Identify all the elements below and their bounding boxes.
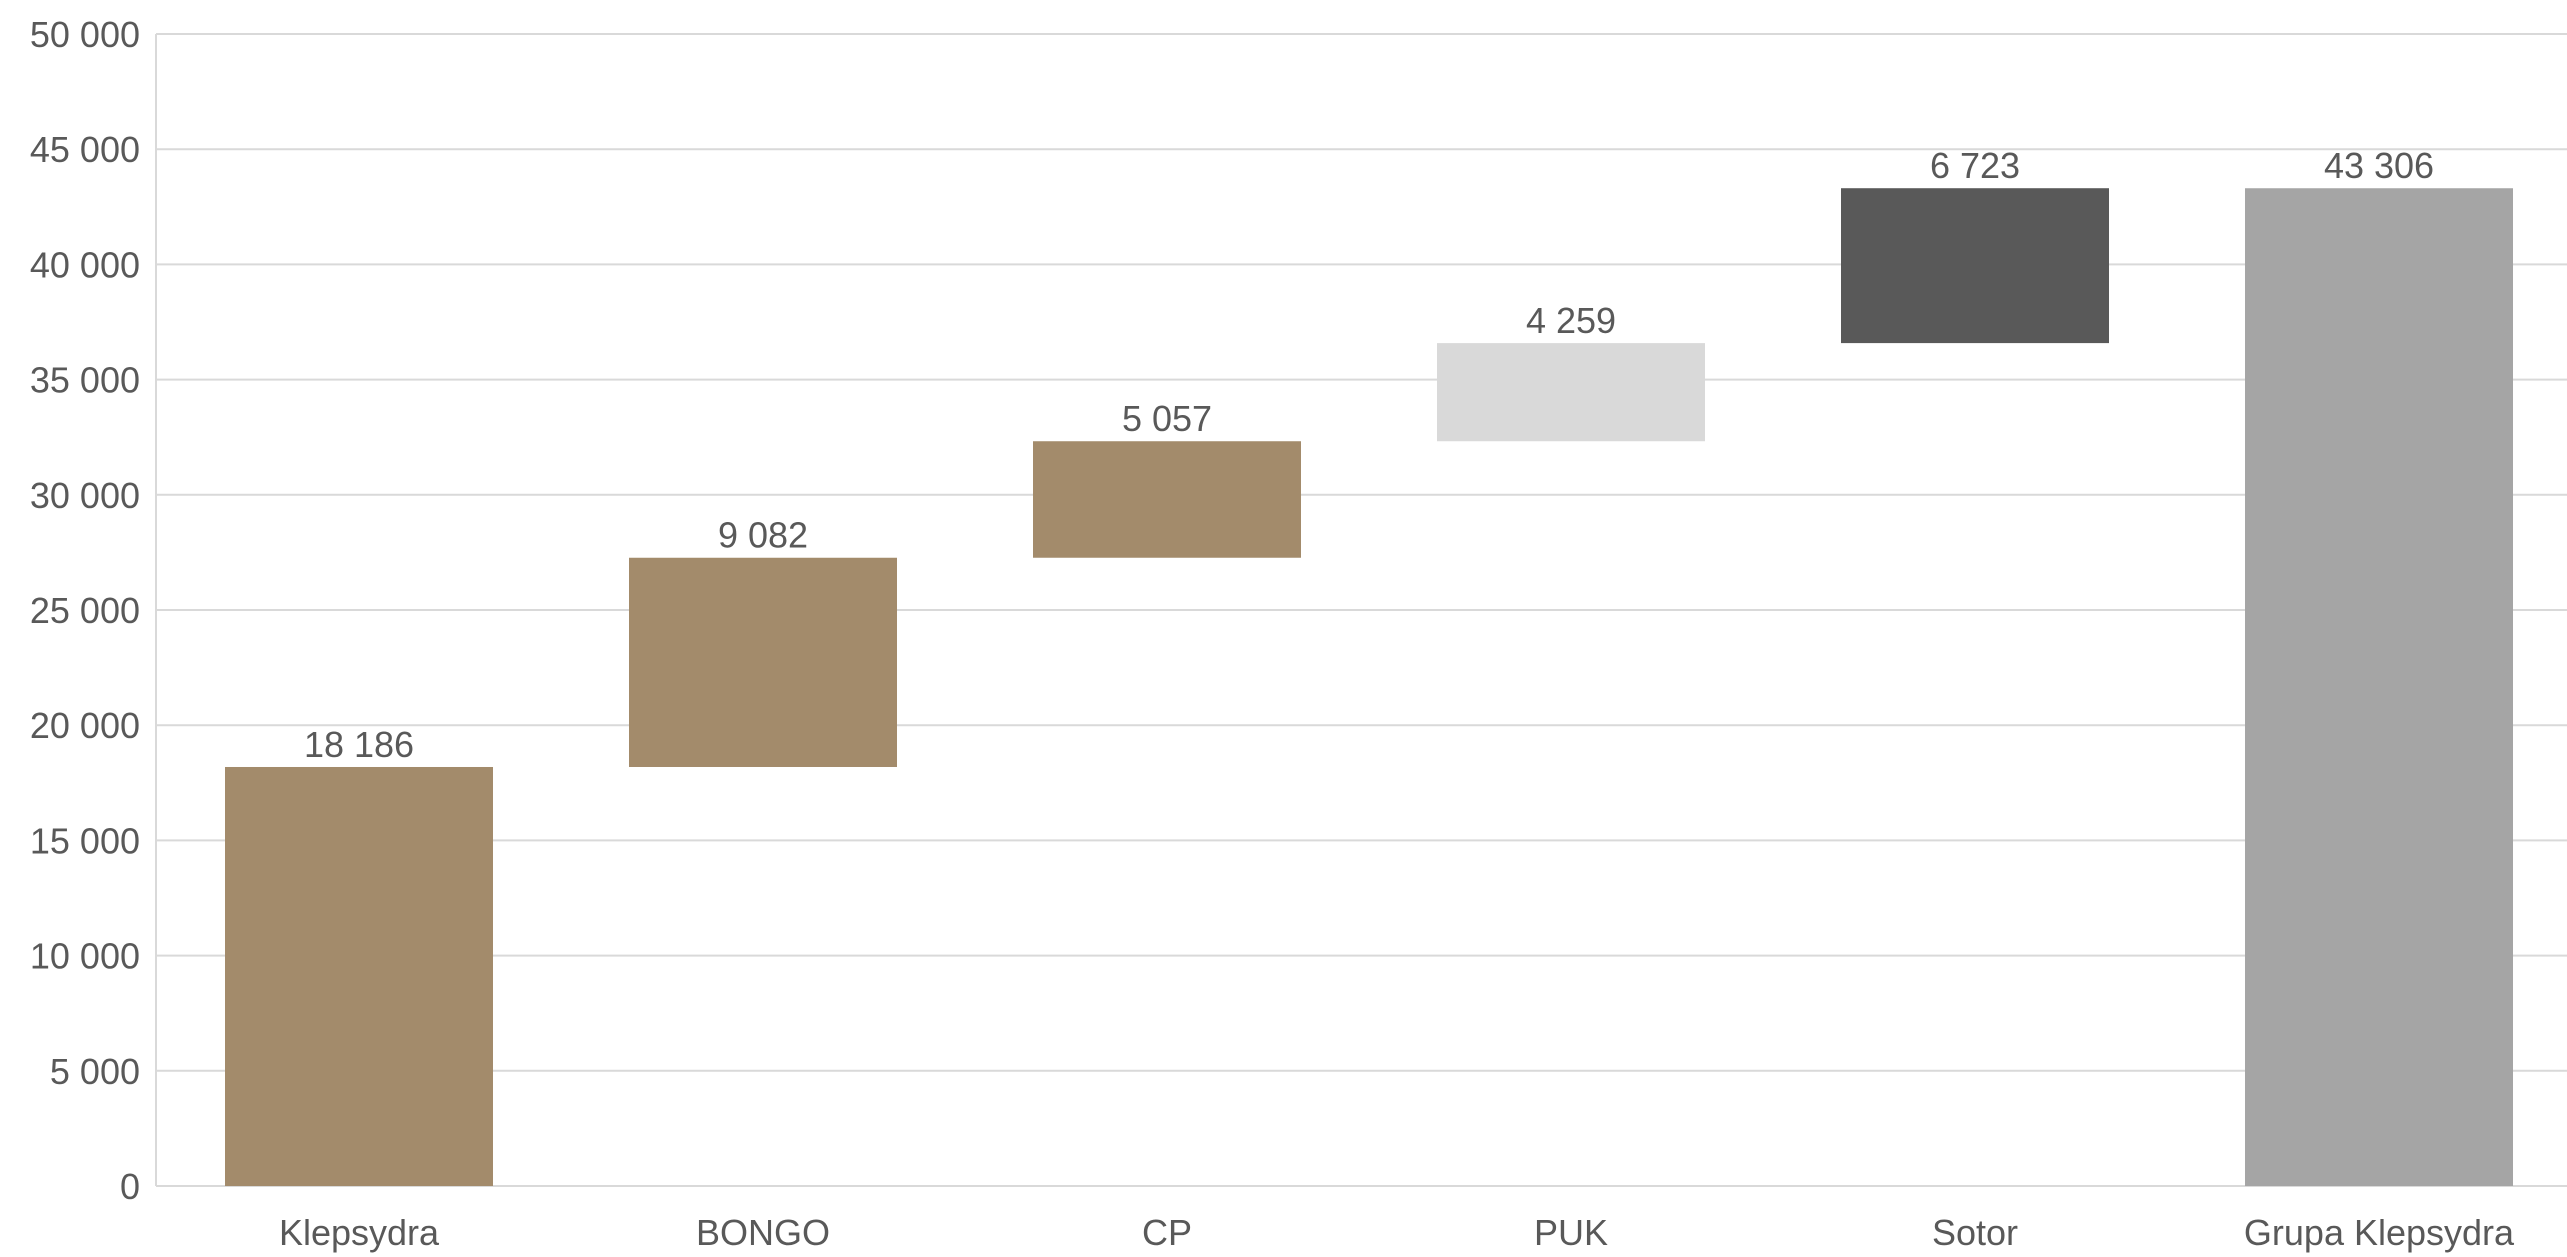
bar-sotor bbox=[1841, 188, 2109, 344]
data-label: 5 057 bbox=[1122, 398, 1212, 439]
x-category-label: PUK bbox=[1534, 1212, 1608, 1253]
x-category-label: CP bbox=[1142, 1212, 1192, 1253]
y-tick-label: 10 000 bbox=[30, 936, 140, 977]
y-tick-label: 45 000 bbox=[30, 129, 140, 170]
bar-bongo bbox=[629, 557, 897, 767]
y-tick-label: 5 000 bbox=[50, 1051, 140, 1092]
y-tick-label: 0 bbox=[120, 1166, 140, 1207]
bar-cp bbox=[1033, 441, 1301, 558]
y-tick-label: 40 000 bbox=[30, 244, 140, 285]
y-tick-label: 50 000 bbox=[30, 14, 140, 55]
data-label: 9 082 bbox=[718, 515, 808, 556]
y-tick-label: 15 000 bbox=[30, 820, 140, 861]
data-label: 6 723 bbox=[1930, 145, 2020, 186]
data-label: 18 186 bbox=[304, 724, 414, 765]
bars bbox=[225, 188, 2513, 1187]
data-label: 43 306 bbox=[2324, 145, 2434, 186]
bar-puk bbox=[1437, 343, 1705, 442]
y-tick-label: 35 000 bbox=[30, 360, 140, 401]
y-tick-label: 25 000 bbox=[30, 590, 140, 631]
data-labels: 18 186 9 082 5 057 4 259 6 723 43 306 bbox=[304, 145, 2434, 765]
x-axis-category-labels: Klepsydra BONGO CP PUK Sotor Grupa Klepsydra bbox=[279, 1212, 2515, 1253]
x-category-label: BONGO bbox=[696, 1212, 830, 1253]
y-axis-tick-labels: 0 5 000 10 000 15 000 20 000 25 000 30 000 35 0… bbox=[30, 14, 140, 1207]
bar-grupa-klepsydra bbox=[2245, 188, 2513, 1187]
y-tick-label: 30 000 bbox=[30, 475, 140, 516]
bar-klepsydra bbox=[225, 766, 493, 1186]
y-tick-label: 20 000 bbox=[30, 705, 140, 746]
x-category-label: Grupa Klepsydra bbox=[2244, 1212, 2515, 1253]
x-category-label: Klepsydra bbox=[279, 1212, 440, 1253]
data-label: 4 259 bbox=[1526, 300, 1616, 341]
x-category-label: Sotor bbox=[1932, 1212, 2018, 1253]
gridlines bbox=[156, 33, 2567, 1187]
